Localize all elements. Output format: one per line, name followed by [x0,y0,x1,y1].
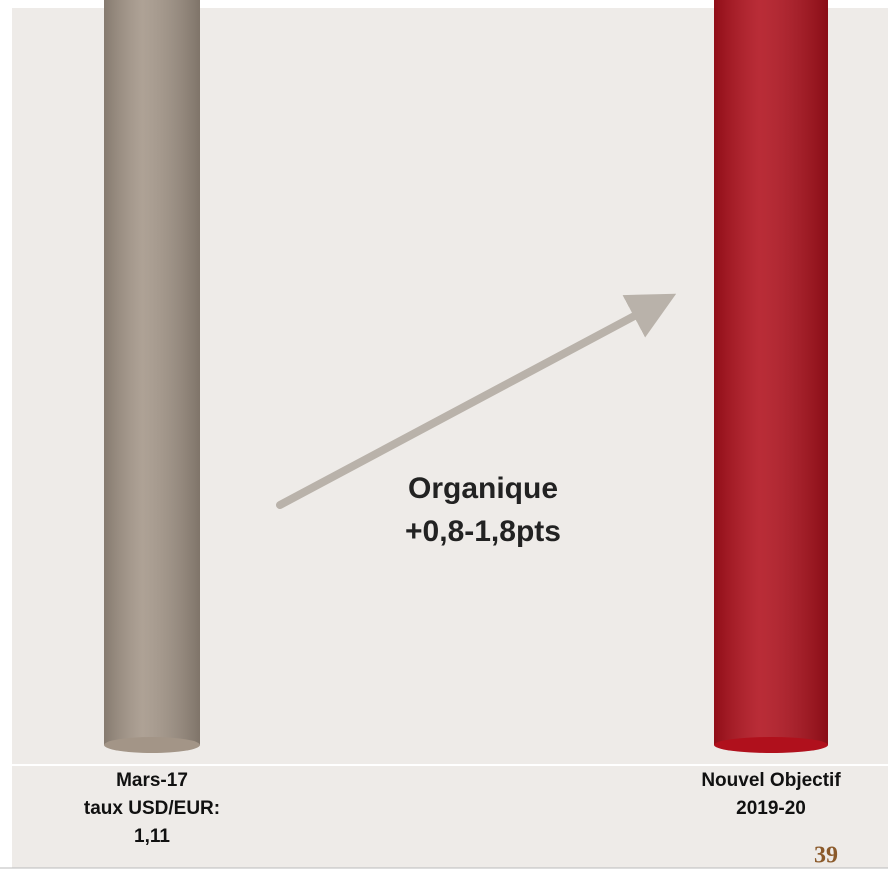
annotation: +0,8-1,8pts [405,515,561,548]
arrow [276,293,677,509]
x-tick-label: taux USD/EUR: [84,798,220,819]
bar-bottom [104,737,200,753]
page-number: 39 [814,843,838,869]
x-tick-label: 1,11 [134,826,170,847]
bar-bottom [714,737,828,753]
x-tick-label: Mars-17 [116,770,188,791]
bar-shading [714,0,828,745]
annotation: Organique [408,472,558,505]
bar-shading [104,0,200,745]
x-tick-label: 2019-20 [736,798,806,819]
x-tick-label: Nouvel Objectif [701,770,841,791]
